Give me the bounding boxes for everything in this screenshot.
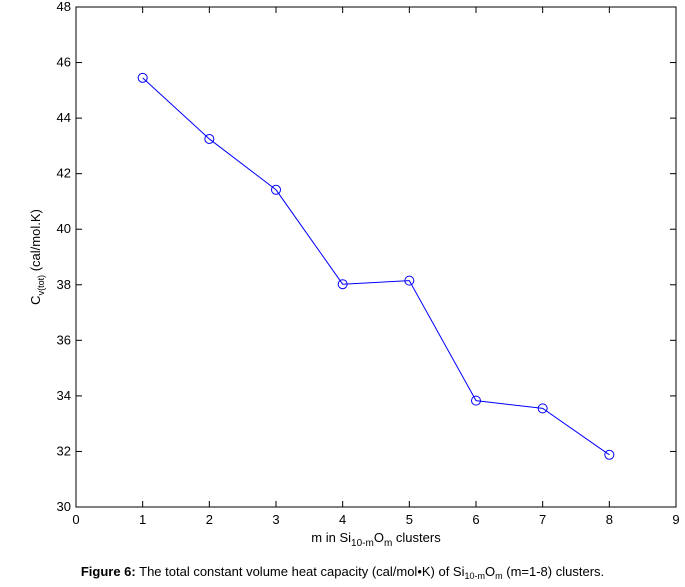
data-point <box>337 279 348 290</box>
x-tick-label: 5 <box>406 512 413 527</box>
data-point <box>604 449 615 460</box>
x-tick-label: 9 <box>672 512 679 527</box>
y-tick-label: 48 <box>57 0 71 14</box>
x-tick-label: 7 <box>539 512 546 527</box>
x-tick-label: 1 <box>139 512 146 527</box>
x-axis-ticks: 0 1 2 3 4 5 6 7 8 9 <box>72 7 680 527</box>
plot-frame <box>75 6 677 508</box>
data-point <box>537 403 548 414</box>
x-tick-label: 4 <box>339 512 346 527</box>
x-tick-label: 0 <box>72 512 79 527</box>
y-tick-label: 32 <box>57 443 71 458</box>
y-tick-label: 34 <box>57 388 71 403</box>
data-point <box>404 275 415 286</box>
caption-label: Figure 6: <box>80 564 136 579</box>
y-tick-label: 42 <box>57 166 71 181</box>
y-tick-label: 36 <box>57 332 71 347</box>
x-tick-label: 3 <box>272 512 279 527</box>
data-point <box>271 184 281 195</box>
figure-caption: Figure 6: The total constant volume heat… <box>80 564 605 581</box>
caption-text: The total constant volume heat capacity … <box>135 564 465 579</box>
x-axis-title: m in Si10-mOm clusters <box>311 530 441 549</box>
y-tick-label: 30 <box>57 499 71 514</box>
series-group <box>137 72 615 460</box>
data-point <box>204 133 215 144</box>
series-line <box>142 77 610 456</box>
y-axis-title: Cv(tot) (cal/mol.K) <box>28 209 46 305</box>
data-point <box>471 395 481 406</box>
x-tick-label: 6 <box>472 512 479 527</box>
y-tick-label: 44 <box>57 110 71 125</box>
y-axis-ticks: 30 32 34 36 38 40 42 44 46 48 <box>57 0 676 514</box>
y-tick-label: 38 <box>57 277 71 292</box>
y-tick-label: 46 <box>57 55 71 70</box>
x-tick-label: 8 <box>606 512 613 527</box>
y-tick-label: 40 <box>57 221 71 236</box>
x-tick-label: 2 <box>206 512 213 527</box>
data-point <box>137 72 148 83</box>
